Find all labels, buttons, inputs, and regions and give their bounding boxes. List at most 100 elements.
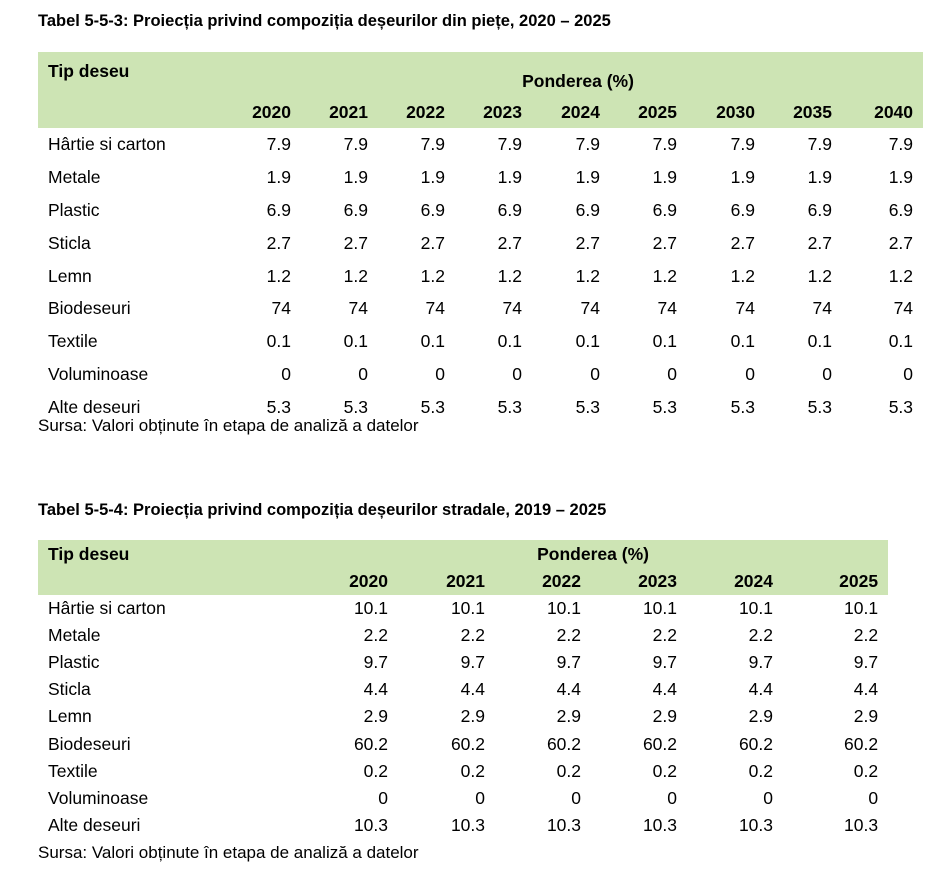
- row-label: Metale: [48, 625, 101, 646]
- value-cell: 60.2: [738, 733, 773, 754]
- value-cell: 0: [512, 364, 522, 385]
- value-cell: 2.7: [343, 232, 368, 253]
- value-cell: 2.2: [853, 625, 879, 646]
- value-cell: 7.9: [497, 133, 522, 154]
- value-cell: 6.9: [266, 199, 291, 220]
- value-cell: 9.7: [853, 652, 879, 673]
- table1-year-header: 2040: [874, 101, 914, 122]
- table1-tip-deseu-header: Tip deseu: [48, 61, 130, 81]
- value-cell: 6.9: [575, 199, 600, 220]
- value-cell: 1.2: [652, 265, 677, 286]
- table2-caption: Tabel 5-5-4: Proiecția privind compoziți…: [38, 501, 607, 519]
- table1: Tip deseu Ponderea (%) 2020 2021 2022 2023 2…: [38, 52, 924, 423]
- value-cell: 2.7: [730, 232, 755, 253]
- value-cell: 0.1: [807, 331, 832, 352]
- row-label: Voluminoase: [48, 787, 149, 808]
- value-cell: 10.3: [642, 814, 677, 835]
- value-cell: 7.9: [575, 133, 600, 154]
- value-cell: 2.9: [652, 706, 677, 727]
- value-cell: 1.9: [497, 166, 522, 187]
- value-cell: 7.9: [807, 133, 832, 154]
- row-label: Hârtie si carton: [48, 598, 166, 619]
- value-cell: 5.3: [575, 396, 600, 417]
- value-cell: 10.3: [450, 814, 485, 835]
- value-cell: 10.1: [844, 598, 879, 619]
- value-cell: 2.9: [853, 706, 879, 727]
- value-cell: 0: [435, 364, 445, 385]
- value-cell: 10.3: [546, 814, 581, 835]
- row-label: Voluminoase: [48, 364, 149, 385]
- value-cell: 0: [475, 787, 485, 808]
- table1-source: Sursa: Valori obținute în etapa de anali…: [38, 416, 419, 435]
- table-row: Metale 1.9 1.9 1.9 1.9 1.9 1.9 1.9 1.9 1.9: [38, 161, 923, 194]
- table-row: Lemn 1.2 1.2 1.2 1.2 1.2 1.2 1.2 1.2 1.2: [38, 260, 923, 293]
- value-cell: 6.9: [730, 199, 755, 220]
- table-row: Voluminoase 0 0 0 0 0 0 0 0 0: [38, 358, 923, 391]
- table1-year-header: 2024: [561, 101, 600, 122]
- value-cell: 0: [822, 364, 832, 385]
- value-cell: 1.2: [343, 265, 368, 286]
- value-cell: 7.9: [730, 133, 755, 154]
- value-cell: 0: [763, 787, 773, 808]
- table-row: Lemn 2.9 2.9 2.9 2.9 2.9 2.9: [38, 703, 888, 730]
- row-label: Sticla: [48, 679, 91, 700]
- value-cell: 2.2: [556, 625, 581, 646]
- value-cell: 0: [903, 364, 914, 385]
- value-cell: 74: [271, 298, 291, 319]
- row-label: Plastic: [48, 652, 100, 673]
- table1-year-header: 2020: [252, 101, 291, 122]
- value-cell: 7.9: [266, 133, 291, 154]
- table-row: Plastic 6.9 6.9 6.9 6.9 6.9 6.9 6.9 6.9 6.9: [38, 194, 923, 227]
- row-label: Lemn: [48, 265, 92, 286]
- value-cell: 2.9: [363, 706, 388, 727]
- value-cell: 7.9: [420, 133, 445, 154]
- value-cell: 10.3: [738, 814, 773, 835]
- value-cell: 74: [502, 298, 522, 319]
- table2-tip-deseu-header: Tip deseu: [48, 544, 130, 564]
- table-row: Textile 0.1 0.1 0.1 0.1 0.1 0.1 0.1 0.1 0.1: [38, 325, 923, 358]
- value-cell: 4.4: [363, 679, 388, 700]
- value-cell: 2.7: [575, 232, 600, 253]
- value-cell: 0: [358, 364, 368, 385]
- value-cell: 0: [745, 364, 755, 385]
- value-cell: 9.7: [748, 652, 773, 673]
- value-cell: 10.3: [353, 814, 388, 835]
- value-cell: 0.1: [652, 331, 677, 352]
- table-row: Hârtie si carton 7.9 7.9 7.9 7.9 7.9 7.9 7.9 7.9…: [38, 128, 923, 161]
- value-cell: 0.2: [556, 760, 581, 781]
- table2-source: Sursa: Valori obținute în etapa de anali…: [38, 843, 419, 862]
- value-cell: 4.4: [556, 679, 581, 700]
- table-row: Biodeseuri 74 74 74 74 74 74 74 74 74: [38, 292, 923, 325]
- value-cell: 0: [281, 364, 291, 385]
- value-cell: 0: [667, 364, 677, 385]
- value-cell: 0.1: [888, 331, 914, 352]
- value-cell: 5.3: [730, 396, 755, 417]
- value-cell: 1.9: [888, 166, 914, 187]
- value-cell: 4.4: [853, 679, 879, 700]
- row-label: Textile: [48, 331, 98, 352]
- value-cell: 5.3: [266, 396, 291, 417]
- value-cell: 0.1: [497, 331, 522, 352]
- table1-ponderea-header: Ponderea (%): [522, 71, 634, 91]
- value-cell: 5.3: [420, 396, 445, 417]
- table1-year-header: 2023: [483, 101, 522, 122]
- row-label: Metale: [48, 166, 101, 187]
- value-cell: 6.9: [343, 199, 368, 220]
- value-cell: 2.2: [460, 625, 485, 646]
- value-cell: 1.2: [888, 265, 914, 286]
- value-cell: 1.2: [575, 265, 600, 286]
- table2-ponderea-header: Ponderea (%): [537, 543, 649, 564]
- value-cell: 60.2: [642, 733, 677, 754]
- value-cell: 0: [667, 787, 677, 808]
- value-cell: 0.2: [748, 760, 773, 781]
- value-cell: 4.4: [652, 679, 677, 700]
- value-cell: 60.2: [546, 733, 581, 754]
- value-cell: 10.1: [546, 598, 581, 619]
- value-cell: 74: [348, 298, 368, 319]
- value-cell: 9.7: [363, 652, 388, 673]
- value-cell: 2.9: [460, 706, 485, 727]
- value-cell: 2.7: [652, 232, 677, 253]
- table-row: Alte deseuri 5.3 5.3 5.3 5.3 5.3 5.3 5.3 5.3 5.3: [38, 391, 923, 423]
- value-cell: 1.9: [420, 166, 445, 187]
- table-row: Voluminoase 0 0 0 0 0 0: [38, 785, 888, 812]
